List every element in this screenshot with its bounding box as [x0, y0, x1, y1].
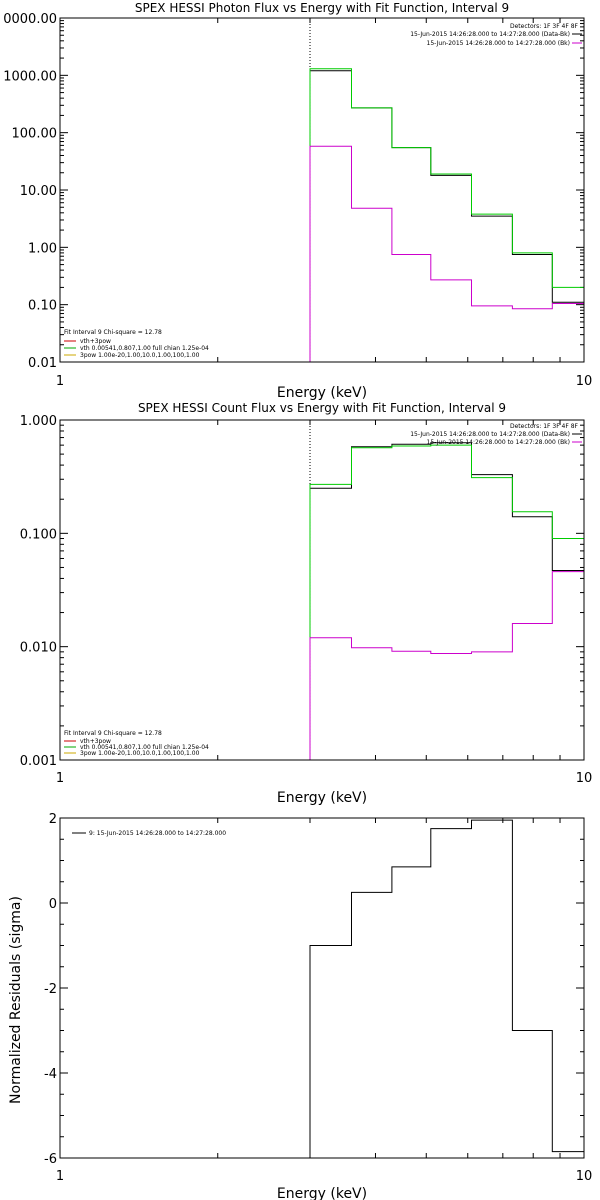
photon-flux-ytick-label: 0.01: [28, 356, 57, 371]
photon-flux-title: SPEX HESSI Photon Flux vs Energy with Fi…: [135, 1, 509, 15]
photon-flux-legend-top: Detectors: 1F 3F 4F 8F 15-Jun-2015 14:26…: [410, 23, 582, 47]
count-flux-xtick-10: 10: [576, 771, 593, 786]
photon-flux-ytick-label: 100.00: [12, 127, 58, 142]
photon-flux-ytick-label: 10.00: [20, 184, 57, 199]
count-flux-ytick-label: 0.010: [20, 641, 57, 656]
legend-fit-interval: Fit Interval 9 Chi-square = 12.78: [64, 730, 162, 737]
count-flux-legend-bottom: Fit Interval 9 Chi-square = 12.78 vth+3p…: [64, 730, 209, 757]
residuals-ytick-label: -4: [44, 1067, 57, 1082]
legend-detectors: Detectors: 1F 3F 4F 8F: [510, 423, 579, 430]
residuals-ytick-label: -6: [44, 1152, 57, 1167]
residuals-ytick-label: -2: [44, 982, 57, 997]
residuals-ylabel: Normalized Residuals (sigma): [8, 896, 24, 1104]
count-flux-panel: SPEX HESSI Count Flux vs Energy with Fit…: [20, 401, 592, 806]
legend-bk: 15-Jun-2015 14:26:28.000 to 14:27:28.000…: [427, 439, 570, 446]
count-flux-legend-top: Detectors: 1F 3F 4F 8F 15-Jun-2015 14:26…: [410, 423, 582, 446]
photon-flux-ytick-label: 1.00: [28, 241, 57, 256]
legend-fit-interval: Fit Interval 9 Chi-square = 12.78: [64, 329, 162, 336]
photon-flux-xlabel: Energy (keV): [277, 385, 367, 401]
legend-vth3pow: vth+3pow: [80, 738, 111, 745]
residuals-xtick-10: 10: [576, 1169, 593, 1184]
legend-bk: 15-Jun-2015 14:26:28.000 to 14:27:28.000…: [427, 40, 570, 47]
residuals-ytick-label: 2: [49, 812, 57, 827]
count-flux-xtick-1: 1: [56, 771, 64, 786]
residuals-panel: Energy (keV) Normalized Residuals (sigma…: [8, 812, 592, 1200]
count-flux-series-bk: [309, 571, 585, 760]
count-flux-title: SPEX HESSI Count Flux vs Energy with Fit…: [138, 401, 506, 415]
legend-vth: vth 0.00541,0.807,1.00 full chian 1.25e-…: [80, 744, 209, 751]
legend-vth: vth 0.00541,0.807,1.00 full chian 1.25e-…: [80, 345, 209, 352]
photon-flux-legend-bottom: Fit Interval 9 Chi-square = 12.78 vth+3p…: [64, 329, 209, 359]
count-flux-xlabel: Energy (keV): [277, 790, 367, 806]
count-flux-ytick-label: 1.000: [20, 414, 57, 429]
photon-flux-series-fit: [309, 68, 585, 362]
photon-flux-series-bk: [309, 145, 585, 362]
residuals-xtick-1: 1: [56, 1169, 64, 1184]
photon-flux-ytick-label: 1000.00: [3, 69, 57, 84]
residuals-xlabel: Energy (keV): [277, 1186, 367, 1200]
photon-flux-series-data-bk: [309, 70, 585, 362]
count-flux-ytick-label: 0.001: [20, 754, 57, 769]
photon-flux-xtick-1: 1: [56, 374, 64, 389]
count-flux-plot-frame: [59, 419, 585, 761]
residuals-legend: 9: 15-Jun-2015 14:26:28.000 to 14:27:28.…: [72, 830, 226, 837]
photon-flux-ytick-label: 0.10: [28, 299, 57, 314]
photon-flux-ytick-label: 0000.00: [3, 12, 57, 27]
photon-flux-xtick-10: 10: [576, 374, 593, 389]
photon-flux-plot-frame: [59, 17, 585, 363]
count-flux-ytick-label: 0.100: [20, 527, 57, 542]
legend-detectors: Detectors: 1F 3F 4F 8F: [510, 23, 579, 30]
legend-data-bk: 15-Jun-2015 14:26:28.000 to 14:27:28.000…: [410, 31, 570, 38]
legend-3pow: 3pow 1.00e-20,1.00,10.0,1.00,100,1.00: [80, 750, 200, 757]
photon-flux-panel: SPEX HESSI Photon Flux vs Energy with Fi…: [3, 1, 592, 401]
residuals-series-9-15-jun-2015-14-26-28-000-to-: [309, 819, 585, 1158]
residuals-legend-text: 9: 15-Jun-2015 14:26:28.000 to 14:27:28.…: [89, 830, 226, 837]
residuals-plot-frame: [59, 817, 585, 1159]
residuals-ytick-label: 0: [49, 897, 57, 912]
legend-vth3pow: vth+3pow: [80, 338, 111, 345]
legend-3pow: 3pow 1.00e-20,1.00,10.0,1.00,100,1.00: [80, 352, 200, 359]
count-flux-series-fit: [309, 444, 585, 760]
legend-data-bk: 15-Jun-2015 14:26:28.000 to 14:27:28.000…: [410, 431, 570, 438]
count-flux-series-data-bk: [309, 442, 585, 760]
